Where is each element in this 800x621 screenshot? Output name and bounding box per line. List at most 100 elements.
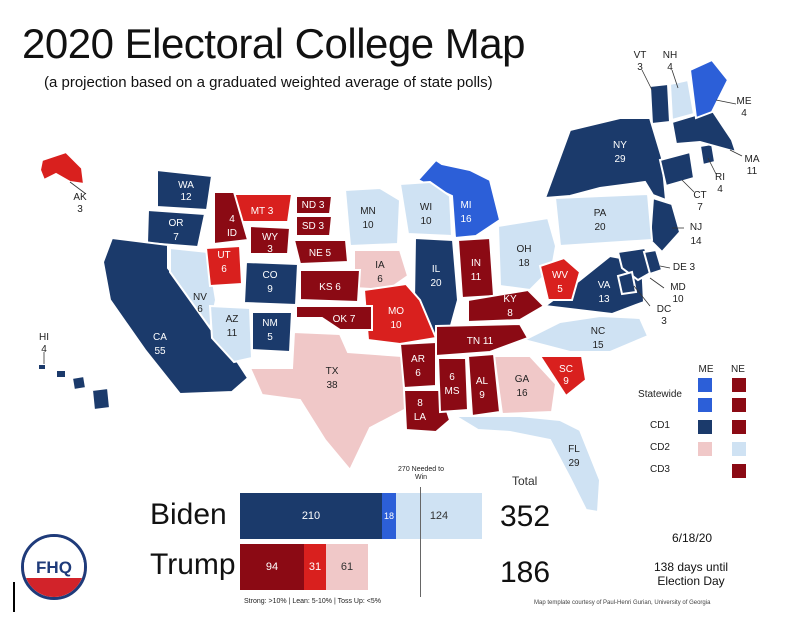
il-label: IL	[432, 264, 441, 275]
state-nd[interactable]	[295, 195, 334, 215]
state-wv[interactable]	[538, 256, 582, 301]
state-sd[interactable]	[295, 215, 334, 237]
state-sc[interactable]	[538, 355, 588, 398]
state-ne[interactable]	[292, 239, 350, 266]
legend-statewide: Statewide	[638, 389, 682, 400]
state-nc[interactable]	[521, 314, 650, 353]
ri-label: RI	[715, 172, 725, 183]
state-ms[interactable]	[436, 357, 470, 414]
state-al[interactable]	[466, 352, 502, 418]
ak-label: AK	[73, 192, 87, 203]
state-wy[interactable]	[249, 224, 292, 255]
ny-label: NY	[613, 140, 627, 151]
state-me[interactable]	[688, 58, 730, 120]
state-ca[interactable]	[101, 236, 250, 396]
fhq-logo[interactable]: FHQ	[21, 534, 87, 600]
ri-ev: 4	[717, 184, 723, 195]
la-label: LA	[414, 412, 427, 423]
trump-name: Trump	[150, 548, 236, 581]
state-ks[interactable]	[299, 269, 362, 304]
ma-ev: 11	[747, 166, 758, 177]
ca-ev: 55	[154, 346, 166, 357]
sc-label: SC	[559, 364, 573, 375]
state-md[interactable]	[616, 246, 654, 282]
la-ev: 8	[417, 398, 423, 409]
wa-label: WA	[178, 180, 194, 191]
state-ar[interactable]	[398, 340, 437, 390]
ak-ev: 3	[77, 204, 83, 215]
ca-label: CA	[153, 332, 167, 343]
state-ny[interactable]	[543, 117, 668, 202]
ny-ev: 29	[614, 154, 626, 165]
az-label: AZ	[226, 314, 239, 325]
legend-me-statewide-b	[698, 398, 712, 412]
al-ev: 9	[479, 390, 485, 401]
state-fl[interactable]	[451, 415, 602, 514]
hi-label: HI	[39, 332, 49, 343]
state-ut[interactable]	[204, 244, 244, 288]
state-hi[interactable]	[37, 363, 47, 371]
state-tx[interactable]	[248, 330, 410, 472]
pa-label: PA	[594, 208, 607, 219]
state-dc[interactable]	[616, 270, 638, 296]
wi-label: WI	[420, 202, 432, 213]
ms-ev: 6	[449, 372, 455, 383]
vt-ev: 3	[637, 62, 643, 73]
nh-label: NH	[663, 50, 677, 61]
state-id[interactable]	[213, 191, 250, 246]
state-or[interactable]	[145, 208, 207, 249]
mn-ev: 10	[362, 220, 374, 231]
biden-total: 352	[500, 500, 551, 533]
in-ev: 11	[471, 272, 482, 283]
legend-cd1: CD1	[650, 420, 670, 431]
legend-ne-statewide-a	[732, 378, 746, 392]
state-ga[interactable]	[492, 355, 558, 416]
nj-ev: 14	[690, 236, 702, 247]
md-ev: 10	[672, 294, 684, 305]
state-ok[interactable]	[295, 305, 373, 331]
state-hi-4[interactable]	[90, 386, 112, 412]
me-label: ME	[737, 96, 752, 107]
state-wa[interactable]	[156, 168, 214, 212]
state-ak[interactable]	[38, 150, 86, 186]
me-ev: 4	[741, 108, 747, 119]
sc-ev: 9	[563, 376, 569, 387]
az-ev: 11	[227, 328, 238, 339]
or-ev: 7	[173, 232, 179, 243]
state-mi[interactable]	[416, 158, 502, 240]
nd-label: ND 3	[302, 200, 325, 211]
days-until: 138 days until Election Day	[653, 560, 729, 588]
credit-text: Map template courtesy of Paul-Henri Guri…	[534, 600, 711, 606]
state-mn[interactable]	[343, 186, 402, 248]
state-de[interactable]	[642, 248, 664, 276]
or-label: OR	[169, 218, 184, 229]
ga-ev: 16	[516, 388, 528, 399]
il-ev: 20	[430, 278, 442, 289]
date-label: 6/18/20	[672, 531, 713, 545]
legend-me-statewide-a	[698, 378, 712, 392]
nm-label: NM	[262, 318, 278, 329]
state-nh[interactable]	[668, 78, 696, 122]
state-hi-3[interactable]	[70, 374, 88, 392]
pa-ev: 20	[594, 222, 606, 233]
state-la[interactable]	[402, 389, 452, 434]
tx-ev: 38	[326, 380, 338, 391]
state-ct[interactable]	[658, 150, 696, 188]
state-wi[interactable]	[398, 180, 454, 238]
state-pa[interactable]	[553, 192, 654, 248]
state-vt[interactable]	[648, 82, 672, 126]
trump-total: 186	[500, 556, 551, 589]
ky-label: KY	[503, 294, 517, 305]
wy-label: WY	[262, 232, 278, 243]
state-ri[interactable]	[698, 142, 717, 167]
state-nj[interactable]	[648, 196, 682, 254]
nc-ev: 15	[592, 340, 604, 351]
state-hi-2[interactable]	[55, 369, 67, 379]
mt-label: MT 3	[251, 206, 274, 217]
state-az[interactable]	[208, 304, 254, 364]
wa-ev: 12	[180, 192, 192, 203]
page-title: 2020 Electoral College Map	[22, 20, 525, 67]
state-ky[interactable]	[467, 288, 546, 324]
legend-ne-header: NE	[731, 364, 745, 375]
ga-label: GA	[515, 374, 530, 385]
